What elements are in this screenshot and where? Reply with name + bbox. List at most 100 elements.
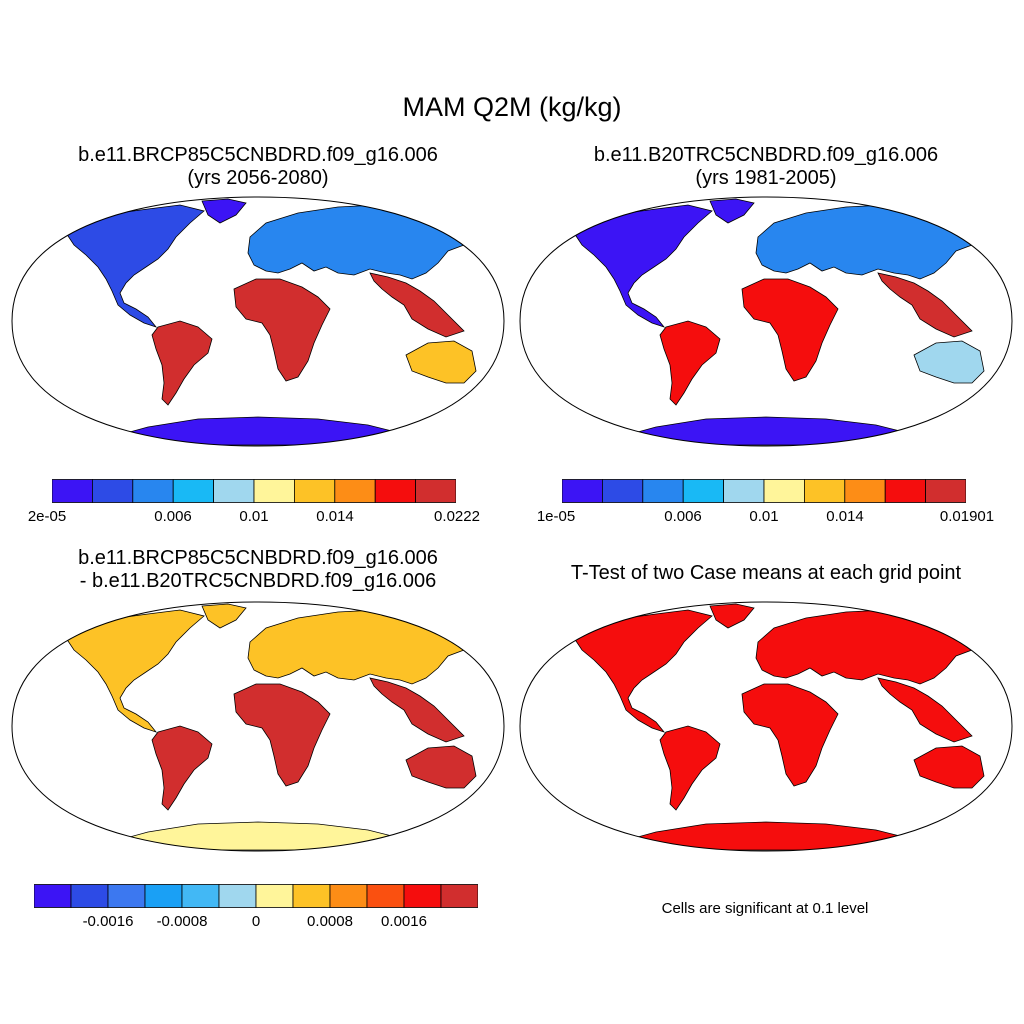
colorbar-tick: 0.006 <box>664 508 702 525</box>
colorbar-swatch <box>107 884 146 908</box>
region-greenland <box>709 603 755 629</box>
colorbar-future <box>51 479 457 503</box>
colorbar-swatch <box>642 479 684 503</box>
map-boundary <box>11 196 505 447</box>
region-africa <box>741 683 839 787</box>
colorbar-swatch <box>329 884 368 908</box>
colorbar-swatch <box>70 884 109 908</box>
region-antarctica <box>103 416 413 446</box>
map-boundary <box>519 196 1013 447</box>
region-eurasia <box>247 609 479 685</box>
region-australia <box>405 745 477 789</box>
colorbar-tick: 0.01901 <box>939 508 995 525</box>
colorbar-tick: 0.014 <box>316 508 354 525</box>
colorbar-swatch <box>763 479 805 503</box>
region-africa <box>233 278 331 382</box>
panel-historical-title-line2: (yrs 1981-2005) <box>695 167 837 189</box>
region-australia <box>405 340 477 384</box>
colorbar-swatch <box>561 479 603 503</box>
panel-difference-title-line1: b.e11.BRCP85C5CNBDRD.f09_g16.006 <box>78 547 438 569</box>
panel-future-title-line2: (yrs 2056-2080) <box>187 167 329 189</box>
figure-title: MAM Q2M (kg/kg) <box>402 92 622 122</box>
colorbar-tick: 0.0008 <box>307 913 353 930</box>
panel-ttest-title: T-Test of two Case means at each grid po… <box>516 562 1016 585</box>
region-south-asia <box>877 677 973 743</box>
colorbar-swatch <box>51 479 93 503</box>
region-south-america <box>151 725 213 811</box>
region-africa <box>233 683 331 787</box>
region-south-asia <box>369 272 465 338</box>
colorbar-swatch <box>803 479 846 503</box>
colorbar-tick: 0 <box>251 913 261 930</box>
significance-note: Cells are significant at 0.1 level <box>661 900 869 917</box>
colorbar-swatch <box>374 479 417 503</box>
colorbar-tick: 1e-05 <box>536 508 576 525</box>
region-antarctica <box>103 821 413 851</box>
colorbar-swatch <box>218 884 257 908</box>
panel-difference-title: b.e11.BRCP85C5CNBDRD.f09_g16.006 - b.e11… <box>8 547 508 593</box>
panel-future-title-line1: b.e11.BRCP85C5CNBDRD.f09_g16.006 <box>78 144 438 166</box>
colorbar-swatch <box>366 884 405 908</box>
region-north-america <box>65 204 205 328</box>
colorbar-swatch <box>172 479 214 503</box>
colorbar-swatch <box>403 884 442 908</box>
colorbar-swatch <box>144 884 183 908</box>
map-historical <box>519 196 1013 447</box>
region-eurasia <box>755 204 987 280</box>
colorbar-swatch <box>181 884 220 908</box>
colorbar-swatch <box>213 479 255 503</box>
region-south-asia <box>877 272 973 338</box>
region-eurasia <box>247 204 479 280</box>
region-north-america <box>573 204 713 328</box>
panel-ttest-title-line1: T-Test of two Case means at each grid po… <box>570 562 962 584</box>
colorbar-tick: -0.0016 <box>82 913 134 930</box>
colorbar-swatch <box>255 884 294 908</box>
region-australia <box>913 340 985 384</box>
colorbar-tick: 0.0222 <box>434 508 480 525</box>
colorbar-swatch <box>334 479 376 503</box>
region-eurasia <box>755 609 987 685</box>
colorbar-tick: 0.006 <box>154 508 192 525</box>
colorbar-difference <box>33 884 479 908</box>
colorbar-swatch <box>723 479 765 503</box>
region-north-america <box>573 609 713 733</box>
region-africa <box>741 278 839 382</box>
colorbar-swatch <box>415 479 457 503</box>
region-south-asia <box>369 677 465 743</box>
region-australia <box>913 745 985 789</box>
colorbar-swatch <box>132 479 174 503</box>
map-future <box>11 196 505 447</box>
region-antarctica <box>611 416 921 446</box>
colorbar-swatch <box>440 884 479 908</box>
region-greenland <box>201 603 247 629</box>
region-south-america <box>659 725 721 811</box>
colorbar-swatch <box>925 479 967 503</box>
panel-difference-title-line2: - b.e11.B20TRC5CNBDRD.f09_g16.006 <box>79 570 437 592</box>
colorbar-swatch <box>293 479 336 503</box>
colorbar-swatch <box>92 479 134 503</box>
colorbar-swatch <box>253 479 295 503</box>
colorbar-tick: -0.0008 <box>156 913 208 930</box>
colorbar-tick: 0.0016 <box>381 913 427 930</box>
colorbar-swatch <box>682 479 724 503</box>
colorbar-swatch <box>844 479 886 503</box>
map-difference <box>11 601 505 852</box>
colorbar-swatch <box>292 884 331 908</box>
map-boundary <box>11 601 505 852</box>
map-ttest <box>519 601 1013 852</box>
colorbar-tick: 0.01 <box>749 508 779 525</box>
region-greenland <box>709 198 755 224</box>
panel-historical-title: b.e11.B20TRC5CNBDRD.f09_g16.006 (yrs 198… <box>516 144 1016 190</box>
region-south-america <box>659 320 721 406</box>
region-south-america <box>151 320 213 406</box>
panel-historical-title-line1: b.e11.B20TRC5CNBDRD.f09_g16.006 <box>593 144 939 166</box>
colorbar-swatch <box>602 479 644 503</box>
panel-future-title: b.e11.BRCP85C5CNBDRD.f09_g16.006 (yrs 20… <box>8 144 508 190</box>
region-greenland <box>201 198 247 224</box>
colorbar-swatch <box>33 884 72 908</box>
colorbar-tick: 0.01 <box>239 508 269 525</box>
map-boundary <box>519 601 1013 852</box>
region-antarctica <box>611 821 921 851</box>
region-north-america <box>65 609 205 733</box>
colorbar-tick: 0.014 <box>826 508 864 525</box>
